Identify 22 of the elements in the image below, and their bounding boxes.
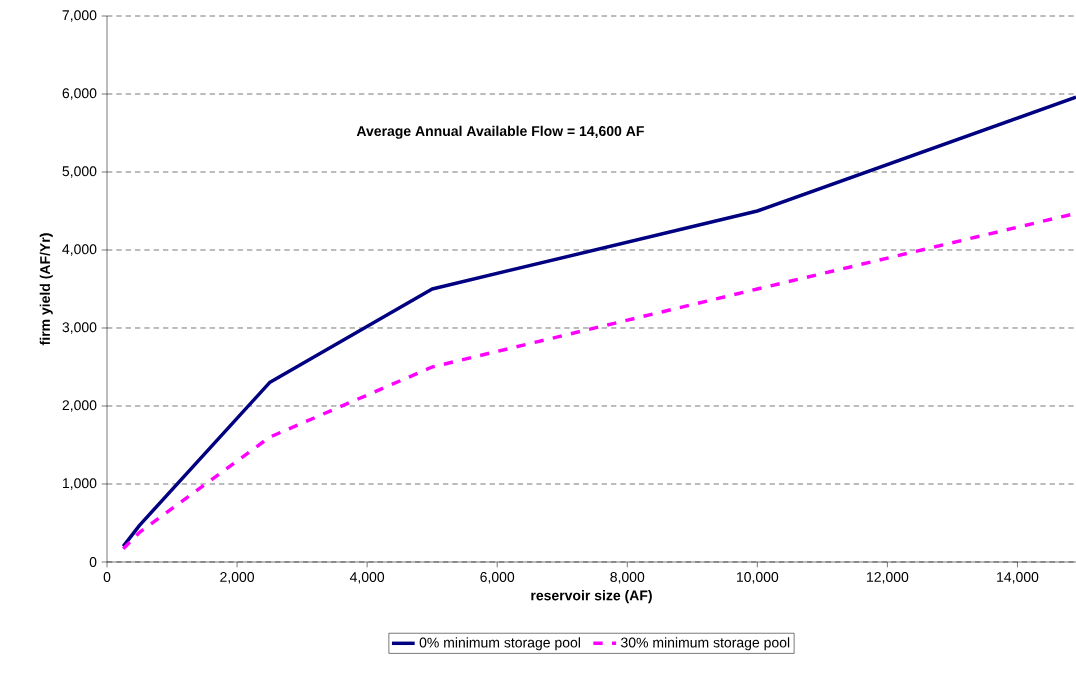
y-tick-label: 6,000 — [62, 88, 97, 100]
x-tick-label: 8,000 — [610, 572, 645, 584]
y-tick-label: 4,000 — [62, 244, 97, 256]
y-tick-label: 2,000 — [62, 400, 97, 412]
y-tick-label: 7,000 — [62, 10, 97, 22]
x-tick-label: 0 — [103, 572, 111, 583]
legend-label: 0% minimum storage pool — [419, 637, 580, 651]
x-tick-label: 12,000 — [867, 572, 909, 584]
x-tick-label: 10,000 — [736, 572, 779, 584]
x-tick-label: 14,000 — [997, 572, 1039, 584]
x-tick-label: 4,000 — [349, 572, 385, 584]
x-axis-title: reservoir size (AF) — [531, 590, 652, 604]
y-tick-label: 1,000 — [62, 478, 97, 490]
legend-label: 30% minimum storage pool — [621, 637, 790, 651]
y-tick-label: 0 — [89, 557, 97, 568]
line-series — [121, 95, 1076, 549]
y-axis-title: firm yield (AF/Yr) — [39, 233, 53, 346]
x-tick-label: 6,000 — [480, 572, 515, 584]
y-tick-label: 5,000 — [62, 166, 97, 178]
x-tick-label: 2,000 — [220, 572, 255, 584]
annotation: Average Annual Available Flow = 14,600 AF — [356, 125, 644, 140]
y-tick-label: 3,000 — [62, 322, 97, 334]
